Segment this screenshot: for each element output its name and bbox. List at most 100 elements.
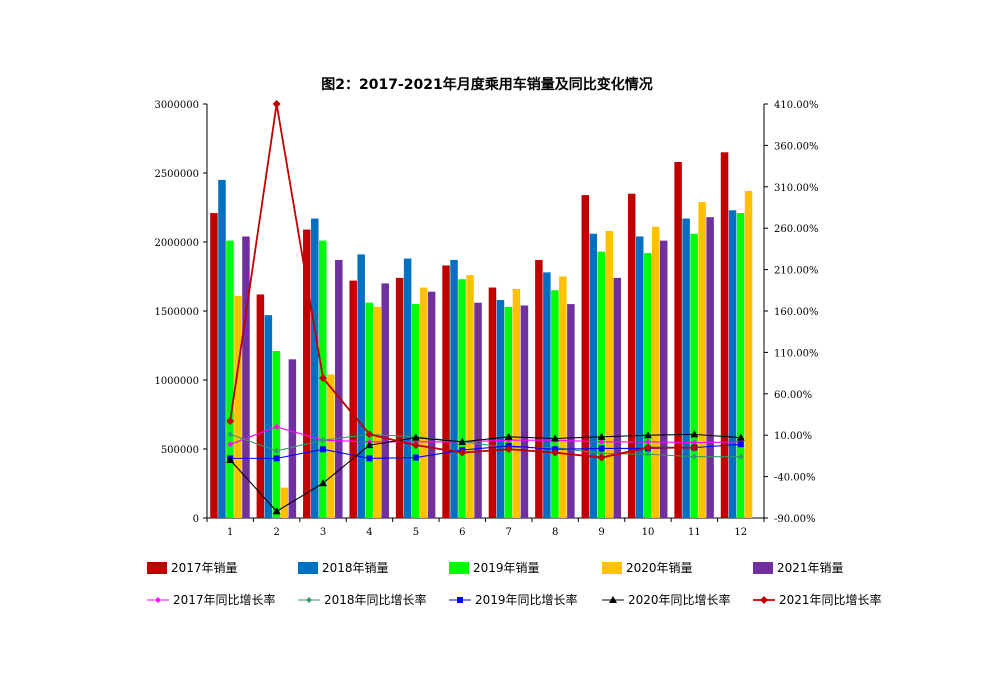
point-2019年同比增长率	[273, 455, 280, 462]
bar-2019年销量	[365, 302, 373, 518]
left-tick-label: 3000000	[154, 100, 199, 111]
bar-2021年销量	[288, 359, 297, 518]
bar-2018年销量	[264, 315, 273, 518]
point-2021年同比增长率	[690, 443, 699, 452]
right-tick-label: -90.00%	[774, 514, 816, 525]
legend-label-2021年销量: 2021年销量	[777, 561, 844, 575]
line-2020年同比增长率	[229, 433, 741, 513]
legend-marker-2017年同比增长率	[155, 597, 161, 603]
point-2019年同比增长率	[598, 445, 605, 452]
legend-label-2021年同比增长率: 2021年同比增长率	[779, 592, 882, 607]
point-2020年同比增长率	[411, 433, 420, 441]
legend-marker-2020年同比增长率	[609, 596, 617, 603]
right-tick-label: -40.00%	[774, 473, 816, 484]
right-tick-label: 410.00%	[774, 100, 819, 111]
bar-2018年销量	[543, 272, 551, 518]
bar-2017年销量	[349, 280, 357, 518]
bar-2021年销量	[520, 305, 529, 518]
left-tick-label: 2500000	[154, 169, 199, 180]
bar-2017年销量	[627, 193, 636, 518]
x-tick-label: 8	[552, 527, 558, 538]
right-tick-label: 60.00%	[774, 390, 812, 401]
bar-2019年销量	[690, 233, 698, 518]
bar-2021年销量	[613, 277, 622, 518]
bar-2019年销量	[504, 306, 513, 518]
bar-2018年销量	[357, 254, 365, 519]
x-tick-label: 9	[598, 527, 604, 538]
bar-2017年销量	[210, 213, 218, 518]
bar-2019年销量	[411, 304, 420, 518]
point-2017年同比增长率	[273, 423, 280, 430]
point-2021年同比增长率	[226, 417, 235, 426]
point-2017年同比增长率	[691, 439, 698, 446]
point-2020年同比增长率	[458, 437, 467, 445]
bar-2020年销量	[559, 276, 567, 518]
point-2021年同比增长率	[272, 100, 281, 108]
legend-swatch-2021年销量	[753, 562, 773, 574]
bar-2021年销量	[567, 304, 575, 518]
bar-2020年销量	[651, 226, 660, 518]
legend-label-2018年同比增长率: 2018年同比增长率	[324, 592, 427, 607]
right-tick-label: 10.00%	[774, 431, 812, 442]
bar-2020年销量	[512, 288, 521, 518]
point-2021年同比增长率	[643, 443, 652, 452]
bar-2018年销量	[450, 259, 458, 518]
bar-2019年销量	[597, 251, 606, 518]
legend-swatch-2017年销量	[147, 562, 167, 574]
point-2021年同比增长率	[458, 448, 467, 457]
bar-2019年销量	[458, 279, 466, 518]
legend: 2017年销量 2018年销量 2019年销量 2020年销量 2021年销量 2017年…	[147, 561, 882, 607]
point-2020年同比增长率	[643, 431, 652, 439]
bar-2018年销量	[635, 236, 644, 519]
bar-2021年销量	[242, 236, 250, 519]
point-2018年同比增长率	[737, 453, 744, 460]
x-tick-label: 1	[227, 527, 233, 538]
point-2019年同比增长率	[412, 454, 419, 461]
bar-2017年销量	[303, 229, 311, 518]
left-tick-label: 500000	[161, 445, 199, 456]
point-2021年同比增长率	[597, 453, 606, 462]
point-2019年同比增长率	[737, 441, 744, 448]
bar-2020年销量	[605, 230, 614, 518]
bar-2018年销量	[589, 233, 598, 518]
chart-title: 图2：2017-2021年月度乘用车销量及同比变化情况	[321, 76, 652, 93]
bar-2020年销量	[466, 275, 474, 518]
point-2021年同比增长率	[411, 441, 420, 450]
bar-2020年销量	[744, 190, 753, 518]
legend-swatch-2019年销量	[449, 562, 469, 574]
bar-2021年销量	[706, 217, 714, 518]
point-2017年同比增长率	[598, 438, 605, 445]
legend-label-2018年销量: 2018年销量	[322, 561, 389, 575]
right-tick-label: 260.00%	[774, 224, 819, 235]
legend-marker-2021年同比增长率	[760, 596, 768, 604]
bar-2021年销量	[335, 259, 343, 518]
x-tick-label: 4	[366, 527, 372, 538]
bar-2018年销量	[496, 299, 505, 518]
point-2020年同比增长率	[272, 507, 281, 515]
bar-2021年销量	[381, 283, 389, 518]
point-2018年同比增长率	[227, 431, 234, 438]
point-2018年同比增长率	[320, 437, 327, 444]
legend-label-2020年销量: 2020年销量	[626, 561, 693, 575]
bar-2019年销量	[551, 290, 559, 518]
bar-2020年销量	[698, 201, 706, 519]
bar-2021年销量	[427, 291, 436, 518]
point-2021年同比增长率	[365, 430, 374, 439]
bar-2020年销量	[234, 295, 242, 518]
x-tick-label: 3	[320, 527, 326, 538]
legend-label-2019年同比增长率: 2019年同比增长率	[475, 592, 578, 607]
left-tick-label: 1000000	[154, 376, 199, 387]
bar-2017年销量	[395, 277, 404, 518]
left-tick-label: 2000000	[154, 238, 199, 249]
legend-label-2020年同比增长率: 2020年同比增长率	[628, 592, 731, 607]
left-tick-label: 0	[193, 514, 199, 525]
legend-swatch-2020年销量	[602, 562, 622, 574]
plot-area: 0 500000 1000000 1500000 2000000 2500000 30000…	[154, 100, 819, 538]
point-2020年同比增长率	[690, 430, 699, 438]
bar-2019年销量	[643, 253, 652, 519]
right-tick-label: 110.00%	[774, 348, 819, 359]
left-tick-label: 1500000	[154, 307, 199, 318]
bar-2020年销量	[373, 306, 381, 518]
bar-2018年销量	[218, 179, 226, 518]
